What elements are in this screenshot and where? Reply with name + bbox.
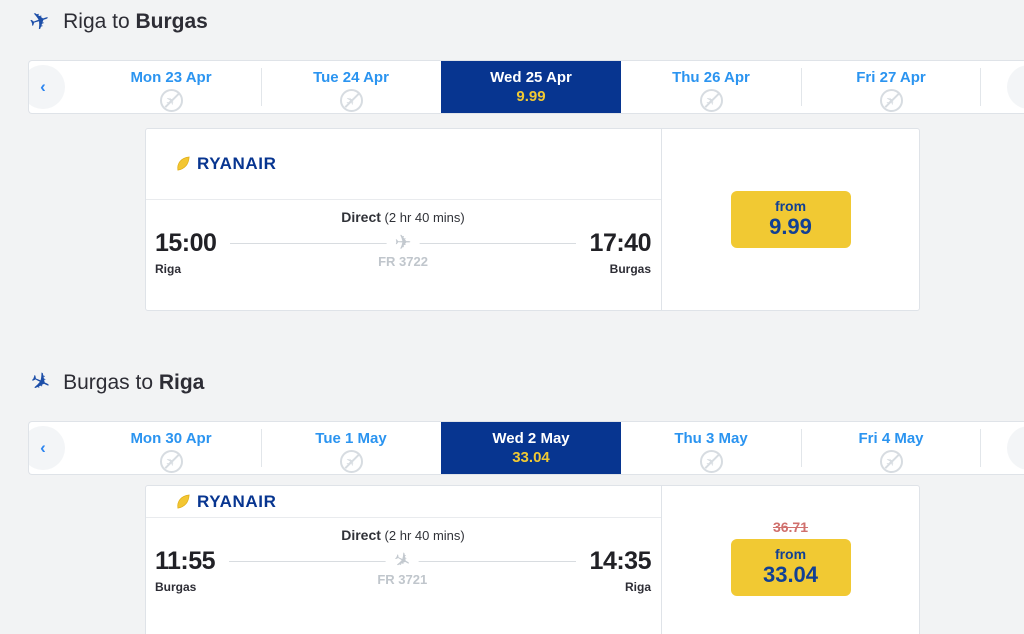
- chevron-left-icon: ‹: [40, 77, 46, 96]
- chevron-left-icon: ‹: [40, 438, 46, 457]
- price-panel: 36.71 from 33.04: [662, 486, 919, 634]
- flight-number: FR 3721: [377, 571, 428, 587]
- route-plane-icon: ✈: [386, 233, 420, 253]
- price-button[interactable]: from 9.99: [730, 191, 851, 248]
- price-button[interactable]: from 33.04: [730, 539, 851, 596]
- date-tab[interactable]: Thu 3 May ✈: [621, 422, 801, 474]
- date-tab-selected[interactable]: Wed 2 May 33.04: [441, 422, 621, 474]
- arrival-city: Riga: [624, 580, 651, 594]
- outbound-section: ✈ Riga to Burgas ‹ Mon 23 Apr ✈ Tue 24 A…: [0, 5, 1024, 311]
- no-flight-icon: ✈: [339, 89, 363, 112]
- duration-label: (2 hr 40 mins): [384, 210, 465, 225]
- airline-name: RYANAIR: [197, 154, 277, 173]
- route-destination-label: Riga: [158, 371, 205, 394]
- arrival-city: Burgas: [609, 262, 651, 276]
- direct-label: Direct: [341, 209, 381, 225]
- return-section: ✈ Burgas to Riga ‹ Mon 30 Apr ✈ Tue 1 Ma…: [0, 366, 1024, 634]
- departure-city: Riga: [155, 262, 182, 276]
- next-day-button[interactable]: ›: [1007, 426, 1024, 470]
- date-tab[interactable]: Tue 1 May ✈: [261, 422, 441, 474]
- date-tab[interactable]: Fri 4 May ✈: [801, 422, 981, 474]
- plane-takeoff-icon: ✈: [26, 5, 54, 38]
- duration-label: (2 hr 40 mins): [384, 528, 465, 543]
- ryanair-harp-icon: [177, 156, 190, 171]
- airline-logo: RYANAIR: [146, 129, 661, 200]
- date-tab[interactable]: Mon 23 Apr ✈: [81, 61, 261, 113]
- route-title: ✈ Riga to Burgas: [26, 5, 1024, 38]
- date-tab-label: Mon 30 Apr: [130, 430, 212, 447]
- no-flight-icon: ✈: [879, 89, 903, 112]
- date-carousel: ‹ Mon 30 Apr ✈ Tue 1 May ✈ Wed 2 May 33.…: [28, 421, 1024, 475]
- arrival-time: 17:40: [589, 229, 652, 257]
- price-amount: 9.99: [769, 214, 812, 239]
- route-line: ✈ FR 3722: [230, 233, 576, 269]
- date-tab-price: 9.99: [516, 88, 546, 105]
- departure-city: Burgas: [155, 580, 197, 594]
- route-origin-label: Burgas to: [63, 371, 153, 394]
- no-flight-icon: ✈: [879, 450, 903, 473]
- date-tab-label: Fri 4 May: [858, 430, 924, 447]
- no-flight-icon: ✈: [339, 450, 363, 473]
- ryanair-harp-icon: [177, 494, 190, 509]
- date-tab-label: Mon 23 Apr: [130, 69, 212, 86]
- prev-day-button[interactable]: ‹: [29, 65, 65, 109]
- prev-day-button[interactable]: ‹: [29, 426, 65, 470]
- flight-card: RYANAIR Direct (2 hr 40 mins) 15:00 ✈ FR…: [145, 128, 920, 311]
- date-tab[interactable]: Fri 27 Apr ✈: [801, 61, 981, 113]
- date-tab-selected[interactable]: Wed 25 Apr 9.99: [441, 61, 621, 113]
- route-line: ✈ FR 3721: [229, 547, 576, 587]
- date-tab[interactable]: Thu 26 Apr ✈: [621, 61, 801, 113]
- departure-time: 15:00: [155, 229, 217, 257]
- airline-name: RYANAIR: [197, 491, 277, 511]
- date-carousel: ‹ Mon 23 Apr ✈ Tue 24 Apr ✈ Wed 25 Apr 9…: [28, 60, 1024, 114]
- price-from-label: from: [774, 546, 807, 562]
- route-plane-icon: ✈: [385, 547, 419, 575]
- date-tab-label: Thu 26 Apr: [672, 69, 750, 86]
- date-tab-price: 33.04: [512, 449, 550, 466]
- price-from-label: from: [774, 198, 807, 214]
- route-origin-label: Riga to: [63, 10, 130, 33]
- arrival-time: 14:35: [589, 547, 652, 575]
- direct-label: Direct: [341, 527, 381, 543]
- original-price: 36.71: [772, 519, 809, 535]
- route-destination-label: Burgas: [135, 10, 208, 33]
- date-tab-label: Tue 1 May: [315, 430, 387, 447]
- price-amount: 33.04: [762, 562, 819, 587]
- flight-card: RYANAIR Direct (2 hr 40 mins) 11:55 ✈ FR…: [145, 485, 920, 634]
- no-flight-icon: ✈: [159, 89, 183, 112]
- no-flight-icon: ✈: [699, 450, 723, 473]
- plane-landing-icon: ✈: [25, 366, 56, 400]
- date-tab-label: Fri 27 Apr: [856, 69, 926, 86]
- flight-number: FR 3722: [378, 253, 428, 269]
- date-tab-label: Wed 2 May: [492, 430, 570, 447]
- date-tab-label: Tue 24 Apr: [313, 69, 389, 86]
- date-tab-label: Wed 25 Apr: [490, 69, 572, 86]
- price-panel: from 9.99: [662, 129, 919, 310]
- route-title: ✈ Burgas to Riga: [25, 366, 1024, 399]
- date-tab[interactable]: Tue 24 Apr ✈: [261, 61, 441, 113]
- airline-logo: RYANAIR: [146, 486, 661, 518]
- next-day-button[interactable]: ›: [1007, 65, 1024, 109]
- no-flight-icon: ✈: [699, 89, 723, 112]
- date-tab[interactable]: Mon 30 Apr ✈: [81, 422, 261, 474]
- departure-time: 11:55: [155, 547, 216, 575]
- date-tab-label: Thu 3 May: [674, 430, 748, 447]
- no-flight-icon: ✈: [159, 450, 183, 473]
